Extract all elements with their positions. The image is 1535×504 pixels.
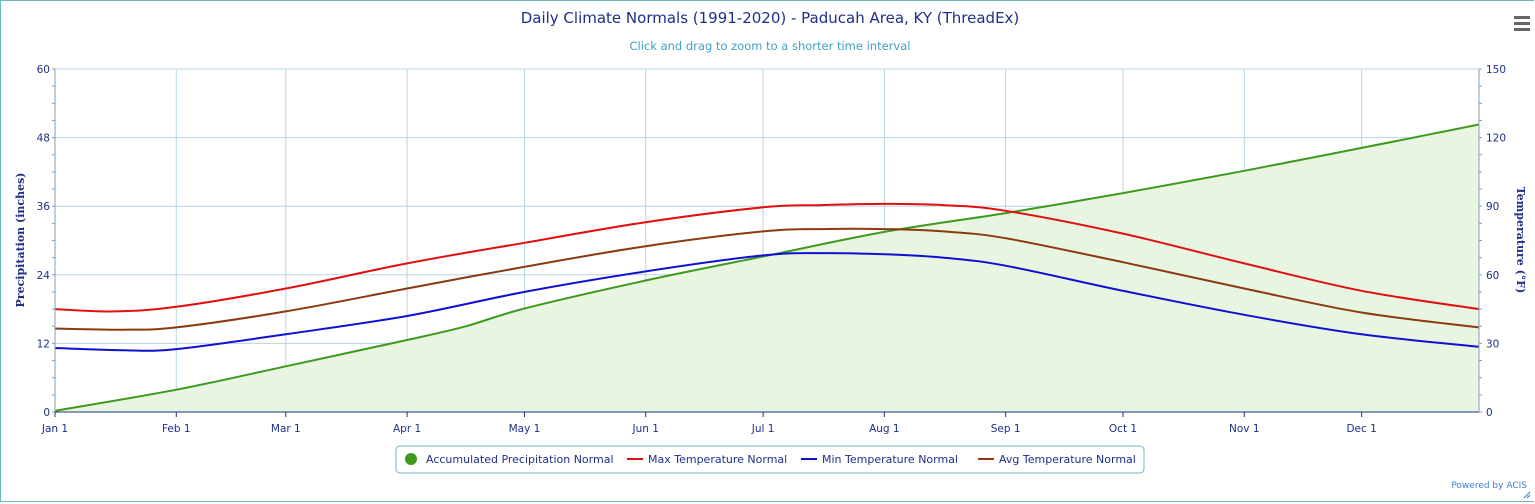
y-right-tick-label: 120 xyxy=(1486,133,1506,145)
legend-symbol xyxy=(405,453,417,465)
x-tick-label: Jul 1 xyxy=(751,423,775,435)
y-right-tick-label: 90 xyxy=(1486,201,1499,213)
max-temperature-normal-line xyxy=(54,202,1480,313)
legend-item-accumulated-precipitation-normal[interactable]: Accumulated Precipitation Normal xyxy=(405,453,614,466)
min-temperature-normal-line xyxy=(54,252,1480,352)
y-right-tick-label: 0 xyxy=(1486,407,1493,419)
legend-label: Accumulated Precipitation Normal xyxy=(426,453,614,466)
y-right-tick-label: 150 xyxy=(1486,64,1506,76)
x-tick-label: Sep 1 xyxy=(991,423,1021,435)
credit-link[interactable]: Powered by ACIS xyxy=(1451,481,1527,491)
x-tick-label: Apr 1 xyxy=(393,423,421,435)
y-left-tick-label: 12 xyxy=(37,338,50,350)
x-tick-label: Jan 1 xyxy=(41,423,68,435)
accumulated-precipitation-normal-line xyxy=(54,123,1480,412)
x-tick-label: Feb 1 xyxy=(162,423,191,435)
menu-icon[interactable] xyxy=(1514,16,1530,31)
y-left-axis-title: Precipitation (inches) xyxy=(14,173,27,308)
y-left-tick-label: 24 xyxy=(37,270,51,282)
legend-label: Min Temperature Normal xyxy=(822,453,958,466)
resize-icon[interactable] xyxy=(1523,491,1531,499)
y-right-axis-title: Temperature (°F) xyxy=(1514,187,1527,294)
x-tick-label: Oct 1 xyxy=(1109,423,1137,435)
legend-label: Max Temperature Normal xyxy=(648,453,787,466)
y-left-tick-label: 36 xyxy=(37,201,51,213)
legend-item-min-temperature-normal[interactable]: Min Temperature Normal xyxy=(801,453,958,466)
x-tick-label: Aug 1 xyxy=(869,423,900,435)
axes: 0 0 12 30 24 60 36 90 48 120 60 150 Jan 1 Feb 1 Mar 1 A… xyxy=(37,64,1506,435)
chart-title: Daily Climate Normals (1991-2020) - Padu… xyxy=(521,9,1020,27)
x-tick-label: Nov 1 xyxy=(1229,423,1260,435)
avg-temperature-normal-line xyxy=(54,227,1480,331)
y-right-tick-label: 30 xyxy=(1486,338,1499,350)
legend-label: Avg Temperature Normal xyxy=(999,453,1136,466)
y-left-tick-label: 48 xyxy=(37,133,50,145)
legend-box xyxy=(395,445,1145,474)
y-left-tick-label: 0 xyxy=(43,407,50,419)
line-layer xyxy=(54,123,1480,412)
x-tick-label: Dec 1 xyxy=(1346,423,1376,435)
x-tick-label: Jun 1 xyxy=(632,423,659,435)
legend-item-avg-temperature-normal[interactable]: Avg Temperature Normal xyxy=(978,453,1136,466)
legend: Accumulated Precipitation Normal Max Temp… xyxy=(395,445,1145,474)
y-right-tick-label: 60 xyxy=(1486,270,1499,282)
chart-subtitle: Click and drag to zoom to a shorter time… xyxy=(630,39,911,53)
legend-item-max-temperature-normal[interactable]: Max Temperature Normal xyxy=(627,453,787,466)
x-tick-label: May 1 xyxy=(509,423,541,435)
x-tick-label: Mar 1 xyxy=(271,423,301,435)
y-left-tick-label: 60 xyxy=(37,64,50,76)
